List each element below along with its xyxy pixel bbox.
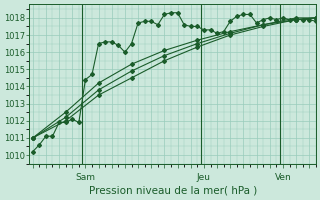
- X-axis label: Pression niveau de la mer( hPa ): Pression niveau de la mer( hPa ): [89, 186, 257, 196]
